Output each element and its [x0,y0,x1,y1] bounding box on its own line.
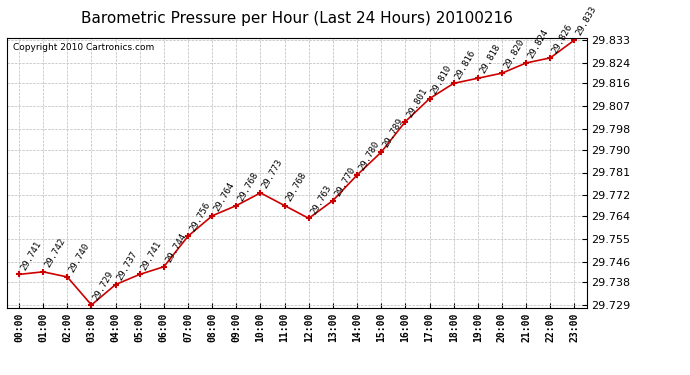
Text: 29.780: 29.780 [357,140,381,172]
Text: 29.810: 29.810 [429,63,453,96]
Text: 29.826: 29.826 [551,22,574,55]
Text: 29.768: 29.768 [284,170,308,203]
Text: 29.801: 29.801 [406,86,429,119]
Text: 29.756: 29.756 [188,201,212,233]
Text: 29.741: 29.741 [19,239,43,272]
Text: 29.768: 29.768 [236,170,260,203]
Text: 29.824: 29.824 [526,28,550,60]
Text: 29.816: 29.816 [454,48,477,81]
Text: 29.820: 29.820 [502,38,526,70]
Text: 29.741: 29.741 [139,239,164,272]
Text: 29.764: 29.764 [213,181,236,213]
Text: 29.737: 29.737 [115,249,139,282]
Text: 29.729: 29.729 [91,270,115,302]
Text: 29.818: 29.818 [477,43,502,75]
Text: 29.763: 29.763 [308,183,333,216]
Text: 29.773: 29.773 [261,158,284,190]
Text: 29.789: 29.789 [381,117,405,149]
Text: 29.742: 29.742 [43,237,67,269]
Text: 29.770: 29.770 [333,165,357,198]
Text: Copyright 2010 Cartronics.com: Copyright 2010 Cartronics.com [12,43,154,52]
Text: 29.744: 29.744 [164,231,188,264]
Text: 29.740: 29.740 [68,242,91,274]
Text: 29.833: 29.833 [574,5,598,37]
Text: Barometric Pressure per Hour (Last 24 Hours) 20100216: Barometric Pressure per Hour (Last 24 Ho… [81,11,513,26]
